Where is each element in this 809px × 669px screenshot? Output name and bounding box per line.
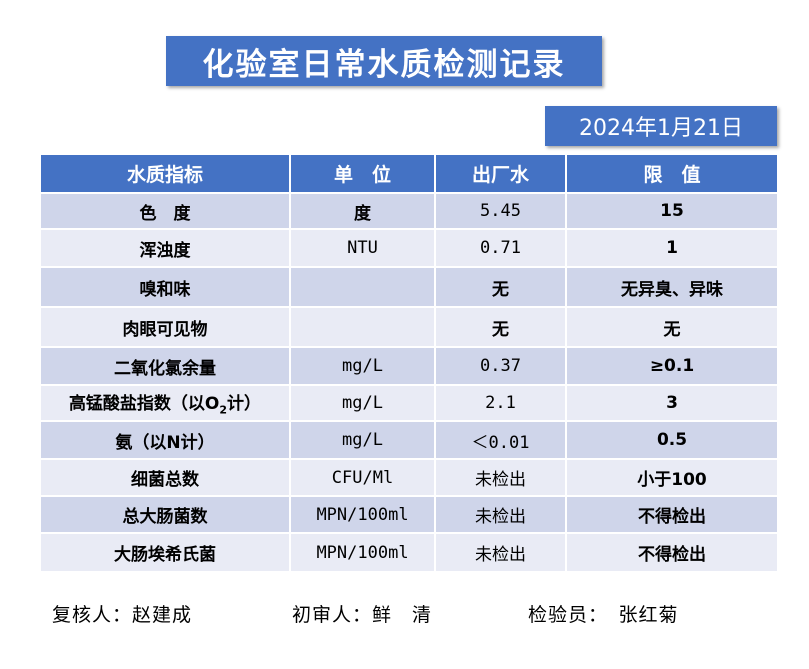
row-value: ＜0.01 [434,420,567,460]
page-title: 化验室日常水质检测记录 [166,36,602,86]
table-row: 嗅和味 无 无异臭、异味 [39,266,779,308]
row-unit: MPN/100ml [289,495,436,534]
row-limit: ≥0.1 [565,346,779,386]
water-quality-table: 水质指标 单 位 出厂水 限 值 色 度 度 5.45 15 浑浊度 NTU 0… [39,153,779,573]
table-row: 细菌总数 CFU/Ml 未检出 小于100 [39,458,779,497]
row-indicator: 肉眼可见物 [39,306,291,348]
row-limit: 不得检出 [565,532,779,573]
preliminary-reviewer-signature: 初审人：鲜 清 [292,604,433,626]
row-value: 无 [434,306,567,348]
row-indicator: 嗅和味 [39,266,291,308]
indicator-subscript: 2 [219,403,228,417]
row-unit [289,266,436,308]
table-row: 大肠埃希氏菌 MPN/100ml 未检出 不得检出 [39,532,779,573]
inspector-signature: 检验员： 张红菊 [528,604,679,626]
table-row: 总大肠菌数 MPN/100ml 未检出 不得检出 [39,495,779,534]
row-unit [289,306,436,348]
row-unit: 度 [289,192,436,230]
row-limit: 小于100 [565,458,779,497]
table-row: 高锰酸盐指数（以O2计） mg/L 2.1 3 [39,384,779,422]
row-indicator: 色 度 [39,192,291,230]
table-row: 二氧化氯余量 mg/L 0.37 ≥0.1 [39,346,779,386]
row-indicator: 总大肠菌数 [39,495,291,534]
row-value: 5.45 [434,192,567,230]
table-header-row: 水质指标 单 位 出厂水 限 值 [39,153,779,194]
header-limit: 限 值 [565,153,779,194]
row-unit: NTU [289,228,436,268]
row-indicator: 二氧化氯余量 [39,346,291,386]
indicator-suffix: 计） [227,394,262,415]
row-unit: mg/L [289,420,436,460]
date-label: 2024年1月21日 [545,106,777,146]
row-indicator: 高锰酸盐指数（以O2计） [39,384,291,422]
row-unit: mg/L [289,384,436,422]
table-row: 色 度 度 5.45 15 [39,192,779,230]
row-indicator: 细菌总数 [39,458,291,497]
header-outlet-water: 出厂水 [434,153,567,194]
reviewer-signature: 复核人：赵建成 [52,604,193,626]
header-unit: 单 位 [289,153,436,194]
header-indicator: 水质指标 [39,153,291,194]
row-limit: 15 [565,192,779,230]
row-limit: 无 [565,306,779,348]
row-value: 无 [434,266,567,308]
row-unit: CFU/Ml [289,458,436,497]
row-value: 未检出 [434,458,567,497]
row-value: 0.71 [434,228,567,268]
row-indicator: 氨（以N计） [39,420,291,460]
row-indicator: 浑浊度 [39,228,291,268]
row-value: 未检出 [434,495,567,534]
indicator-prefix: 高锰酸盐指数（以O [68,394,220,415]
row-limit: 3 [565,384,779,422]
row-limit: 1 [565,228,779,268]
row-unit: mg/L [289,346,436,386]
row-value: 2.1 [434,384,567,422]
row-limit: 不得检出 [565,495,779,534]
row-value: 未检出 [434,532,567,573]
row-limit: 无异臭、异味 [565,266,779,308]
row-unit: MPN/100ml [289,532,436,573]
table-row: 氨（以N计） mg/L ＜0.01 0.5 [39,420,779,460]
row-limit: 0.5 [565,420,779,460]
table-row: 浑浊度 NTU 0.71 1 [39,228,779,268]
row-value: 0.37 [434,346,567,386]
table-row: 肉眼可见物 无 无 [39,306,779,348]
row-indicator: 大肠埃希氏菌 [39,532,291,573]
